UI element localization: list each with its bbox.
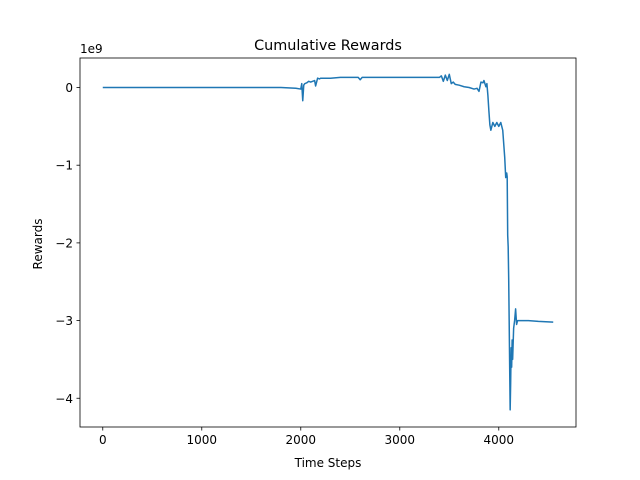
y-axis-label: Rewards (31, 219, 45, 270)
x-axis-label: Time Steps (294, 456, 362, 470)
y-tick-label: −3 (55, 314, 73, 328)
y-tick-label: 0 (65, 81, 73, 95)
y-tick-label: −4 (55, 392, 73, 406)
plot-area (102, 73, 554, 411)
x-tick-label: 2000 (286, 433, 317, 447)
y-tick-label: −1 (55, 159, 73, 173)
chart-title: Cumulative Rewards (254, 38, 402, 54)
x-tick-label: 0 (99, 433, 107, 447)
x-tick-label: 3000 (385, 433, 416, 447)
axes-frame (79, 57, 577, 428)
y-tick-label: −2 (55, 236, 73, 250)
series-line (102, 73, 554, 411)
axes: 0 1000 2000 3000 4000 0 −1 −2 −3 −4 (55, 57, 577, 447)
x-tick-label: 4000 (484, 433, 515, 447)
x-tick-label: 1000 (186, 433, 217, 447)
y-axis-scale-label: 1e9 (80, 42, 103, 56)
